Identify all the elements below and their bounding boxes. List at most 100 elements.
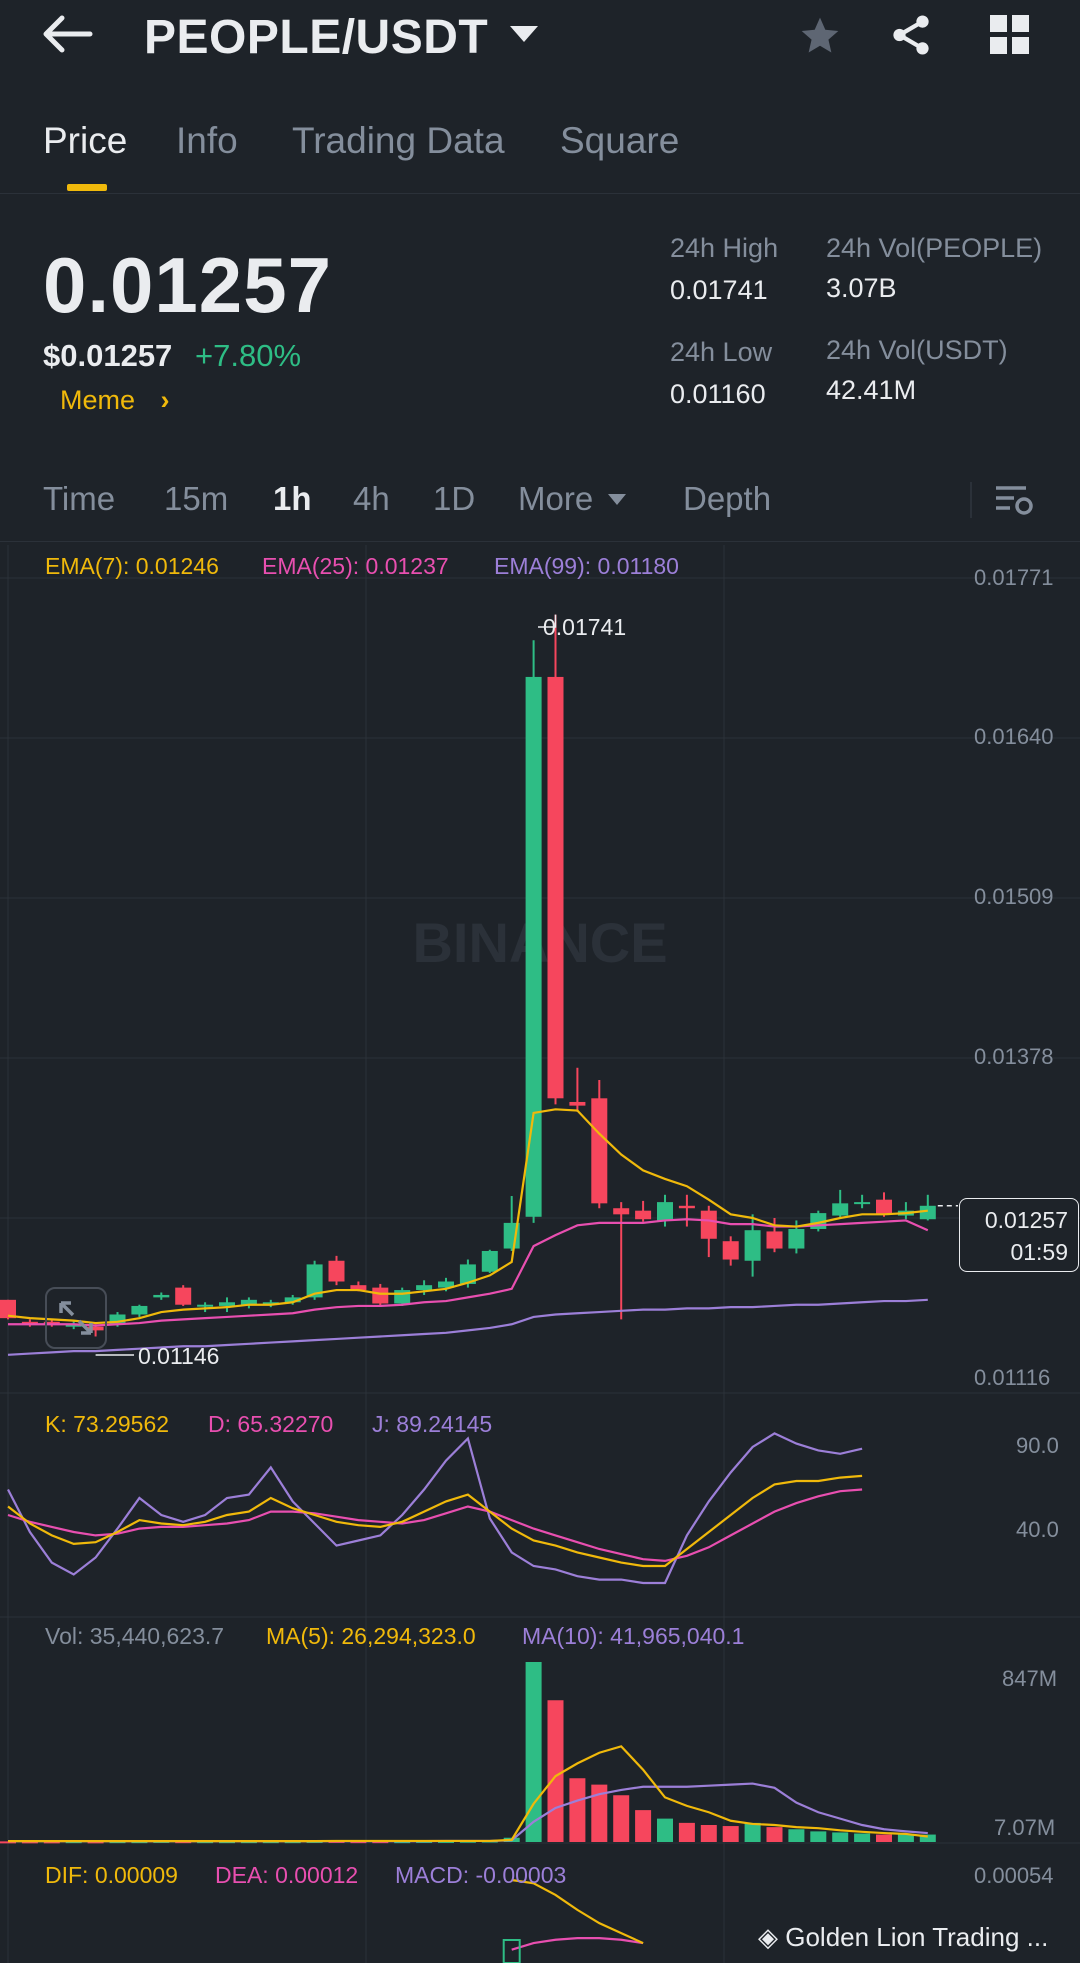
- y-tick-4: 0.01116: [974, 1365, 1051, 1390]
- fullscreen-button[interactable]: [45, 1287, 107, 1349]
- candle-body: [876, 1199, 892, 1215]
- meme-tag[interactable]: Meme ›: [60, 385, 170, 416]
- kdj-lines: [7, 1432, 863, 1585]
- candle-body: [525, 676, 542, 1217]
- candle-body: [657, 1202, 673, 1221]
- tab-square[interactable]: Square: [560, 120, 680, 161]
- candle-body: [613, 1208, 630, 1215]
- candle-body: [547, 676, 564, 1099]
- grid-icon[interactable]: [990, 15, 1030, 55]
- ema99-legend: EMA(99): 0.01180: [494, 553, 679, 579]
- back-arrow-icon[interactable]: [40, 12, 96, 56]
- y-tick-3: 0.01378: [974, 1044, 1054, 1069]
- volume-bar: [678, 1822, 695, 1842]
- vol-base-label: 24h Vol(PEOPLE): [826, 233, 1043, 263]
- volume-bar: [919, 1834, 936, 1842]
- y-tick-1: 0.01640: [974, 724, 1054, 749]
- ema7-legend: EMA(7): 0.01246: [45, 553, 219, 579]
- candle-body: [788, 1228, 805, 1249]
- brand-footer: ◈ Golden Lion Trading ...: [758, 1922, 1048, 1953]
- active-tab-indicator: [67, 184, 107, 191]
- candle-body: [87, 1326, 104, 1331]
- volume-bar: [87, 1841, 104, 1844]
- star-icon[interactable]: [798, 14, 842, 58]
- candle-body: [65, 1324, 82, 1327]
- tab-trading-data[interactable]: Trading Data: [292, 120, 505, 161]
- chart-settings-icon[interactable]: [994, 480, 1034, 520]
- macd-tick: 0.00054: [974, 1863, 1054, 1888]
- candle-body: [744, 1230, 761, 1261]
- candle-body: [678, 1205, 695, 1209]
- ema99-line: [7, 1298, 928, 1356]
- candle-body: [262, 1302, 279, 1305]
- divider: [970, 482, 972, 518]
- candle-body: [854, 1202, 871, 1205]
- candle-body: [153, 1294, 170, 1298]
- last-price: 0.01257: [43, 241, 332, 329]
- vol-tick-min: 7.07M: [994, 1815, 1056, 1840]
- candle-body: [0, 1299, 16, 1319]
- volume-bar: [897, 1833, 914, 1842]
- kdj-d-line: [7, 1488, 863, 1563]
- interval-1d[interactable]: 1D: [433, 480, 476, 517]
- candle-countdown: 01:59: [1010, 1239, 1068, 1265]
- candle-body: [328, 1260, 345, 1282]
- pair-title[interactable]: PEOPLE/USDT: [144, 11, 489, 64]
- low-value: 0.01160: [670, 379, 766, 409]
- macd-dif-legend: DIF: 0.00009: [45, 1862, 178, 1888]
- kdj-k-legend: K: 73.29562: [45, 1411, 170, 1437]
- interval-15m[interactable]: 15m: [164, 480, 229, 517]
- more-chevron-icon: [608, 494, 626, 506]
- chevron-right-icon: ›: [160, 385, 170, 415]
- interval-4h[interactable]: 4h: [353, 480, 390, 517]
- ema25-legend: EMA(25): 0.01237: [262, 553, 449, 579]
- volume-bar: [0, 1841, 16, 1844]
- macd-lines: [502, 1878, 644, 1963]
- low-marker-label: 0.01146: [138, 1343, 220, 1369]
- low-label: 24h Low: [670, 337, 773, 367]
- candle-body: [569, 1101, 586, 1106]
- candle-body: [109, 1314, 126, 1325]
- chevron-down-icon[interactable]: [510, 26, 538, 44]
- candle-body: [284, 1297, 301, 1303]
- kdj-d-legend: D: 65.32270: [208, 1411, 334, 1437]
- share-icon[interactable]: [888, 12, 934, 58]
- tab-price[interactable]: Price: [43, 120, 128, 161]
- kdj-tick-90: 90.0: [1016, 1433, 1059, 1458]
- interval-more[interactable]: More: [518, 480, 594, 517]
- volume-bar: [569, 1778, 586, 1842]
- macd-histogram-bar: [502, 1939, 521, 1963]
- usd-price: $0.01257: [43, 338, 173, 373]
- candle-body: [832, 1203, 849, 1216]
- current-price-tag[interactable]: 0.01257 01:59: [959, 1198, 1079, 1272]
- page-tabs: Price Info Trading Data Square: [0, 110, 1080, 194]
- y-tick-2: 0.01509: [974, 884, 1054, 909]
- volume-bar: [876, 1834, 892, 1842]
- vol-ma5-line: [8, 1745, 928, 1843]
- volume-bar: [700, 1824, 717, 1842]
- ema-lines: [7, 1108, 929, 1356]
- interval-time[interactable]: Time: [43, 480, 116, 517]
- y-tick-0: 0.01771: [974, 565, 1054, 590]
- vol-legend: Vol: 35,440,623.7: [45, 1623, 225, 1649]
- volume-bar: [832, 1832, 849, 1842]
- volume-bar: [613, 1795, 630, 1842]
- interval-depth[interactable]: Depth: [683, 480, 772, 517]
- kdj-tick-40: 40.0: [1016, 1517, 1059, 1542]
- price-change: +7.80%: [195, 338, 302, 373]
- candles: [0, 614, 936, 1337]
- volume-bar: [810, 1831, 827, 1842]
- ema25-line: [8, 1218, 929, 1327]
- volume-bar: [744, 1822, 761, 1842]
- vol-ma10-legend: MA(10): 41,965,040.1: [522, 1623, 745, 1649]
- interval-1h[interactable]: 1h: [273, 480, 312, 517]
- candle-body: [21, 1321, 38, 1325]
- volume-bar: [21, 1841, 38, 1844]
- candle-body: [481, 1250, 498, 1272]
- tab-info[interactable]: Info: [176, 120, 238, 161]
- volume-bar: [635, 1810, 652, 1842]
- ema7-line: [7, 1108, 928, 1325]
- candle-body: [131, 1305, 148, 1315]
- high-marker-line: [538, 614, 557, 628]
